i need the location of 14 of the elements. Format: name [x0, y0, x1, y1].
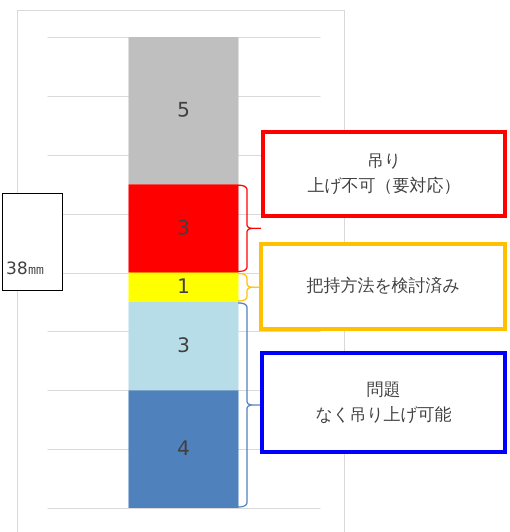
bar — [128, 184, 238, 272]
bar — [128, 302, 238, 390]
data-label: 5 — [177, 98, 190, 122]
text: 吊り上げ不可（要対応） — [308, 150, 460, 198]
data-label: 3 — [177, 215, 190, 240]
text: 問題なく吊り上げ可能 — [316, 378, 452, 426]
bar — [128, 37, 238, 184]
data-label: 1 — [177, 274, 190, 298]
text: 把持方法を検討済み — [306, 275, 460, 298]
data-label: 3 — [177, 333, 190, 358]
text: 38㎜ — [6, 258, 45, 282]
bar — [128, 272, 238, 302]
data-label: 4 — [177, 436, 190, 460]
bar — [128, 390, 238, 508]
